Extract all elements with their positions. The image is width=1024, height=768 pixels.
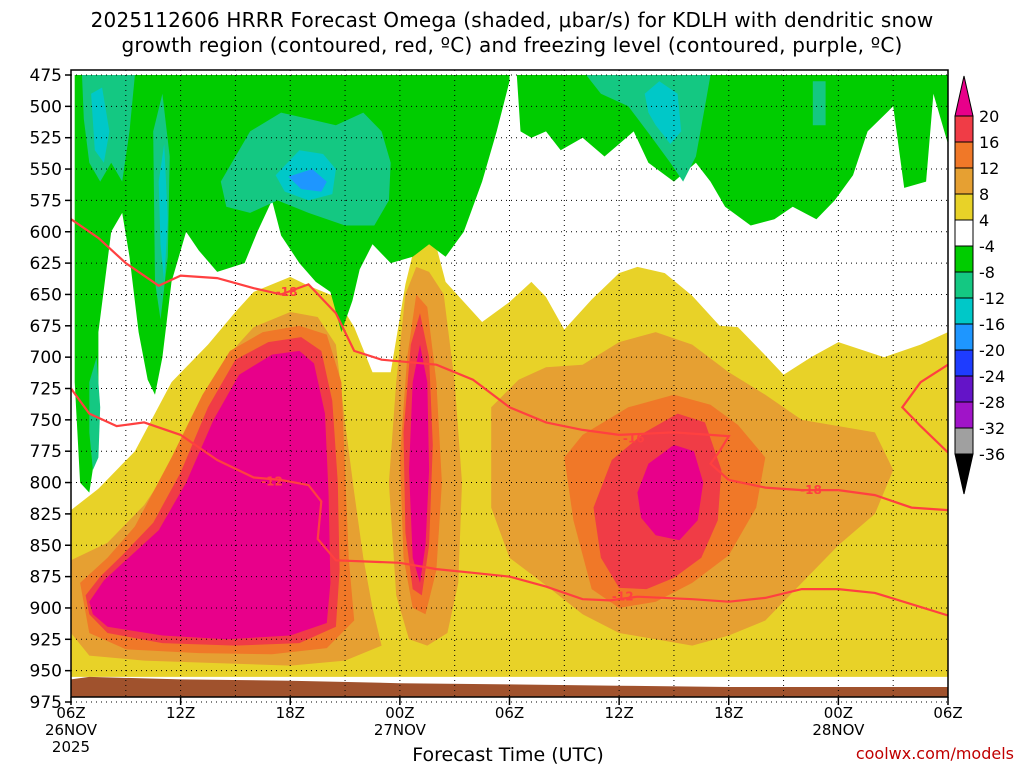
omega-region-11	[409, 344, 430, 583]
omega-region-12	[637, 444, 704, 541]
y-tick-label-900: 900	[30, 599, 62, 619]
colorbar-label-0: 20	[979, 107, 999, 126]
x-tick-year-0: 2025	[52, 738, 90, 756]
colorbar-label-8: -16	[979, 315, 1005, 334]
colorbar-label-7: -12	[979, 289, 1005, 308]
colorbar-label-3: 8	[979, 185, 989, 204]
colorbar-label-13: -36	[979, 445, 1005, 464]
x-tick-date-18: 27NOV	[374, 721, 427, 739]
y-tick-label-875: 875	[30, 568, 62, 588]
contour-line-5	[900, 363, 948, 454]
colorbar-label-5: -4	[979, 237, 995, 256]
omega-region-19	[89, 357, 101, 470]
omega-shading	[71, 75, 948, 677]
x-tick-label-48: 06Z	[933, 704, 962, 722]
colorbar-label-12: -32	[979, 419, 1005, 438]
omega-region-23	[644, 81, 682, 144]
contour-line-0	[71, 218, 948, 512]
colorbar-label-11: -28	[979, 393, 1005, 412]
y-tick-label-650: 650	[30, 285, 62, 305]
y-tick-label-600: 600	[30, 223, 62, 243]
colorbar-label-2: 12	[979, 159, 999, 178]
colorbar-segment-2	[954, 167, 974, 195]
y-tick-label-825: 825	[30, 505, 62, 525]
colorbar-segment-8	[954, 323, 974, 351]
y-tick-label-475: 475	[30, 66, 62, 86]
y-tick-label-550: 550	[30, 160, 62, 180]
x-tick-date-42: 28NOV	[812, 721, 865, 739]
x-tick-date-0: 26NOV	[45, 721, 98, 739]
contour-label-0: -18	[276, 285, 298, 299]
y-tick-label-775: 775	[30, 442, 62, 462]
omega-region-13	[74, 75, 510, 493]
x-tick-label-36: 18Z	[714, 704, 743, 722]
y-tick-label-725: 725	[30, 380, 62, 400]
colorbar-bottom-arrow	[954, 453, 974, 495]
colorbar-label-6: -8	[979, 263, 995, 282]
dendritic-contours: -18 -16 -18 -12 -12	[71, 218, 948, 617]
colorbar-label-9: -20	[979, 341, 1005, 360]
colorbar-segment-11	[954, 401, 974, 429]
y-tick-label-750: 750	[30, 411, 62, 431]
credit-text: coolwx.com/models	[855, 744, 1014, 763]
colorbar-segment-10	[954, 375, 974, 403]
omega-region-20	[91, 87, 110, 163]
y-tick-label-525: 525	[30, 129, 62, 149]
colorbar-label-4: 4	[979, 211, 989, 230]
colorbar-segment-12	[954, 427, 974, 455]
colorbar-label-10: -24	[979, 367, 1005, 386]
y-tick-label-700: 700	[30, 348, 62, 368]
terrain-shape	[71, 676, 948, 697]
colorbar-segment-3	[954, 193, 974, 221]
colorbar-segment-4	[954, 219, 974, 247]
y-tick-label-950: 950	[30, 662, 62, 682]
colorbar-segment-6	[954, 271, 974, 299]
x-tick-label-6: 12Z	[166, 704, 195, 722]
colorbar-segment-1	[954, 141, 974, 169]
colorbar: 20 16 12 8 4 -4 -8 -12 -16 -20 -24 -28 -32 -36	[954, 75, 1005, 495]
y-axis-ticks: 475 500 525 550 575 600 625 650 675 700 725 750 775 8…	[30, 66, 71, 713]
y-tick-label-575: 575	[30, 191, 62, 211]
omega-region-10	[89, 350, 331, 640]
colorbar-label-1: 16	[979, 133, 999, 152]
chart-title: 2025112606 HRRR Forecast Omega (shaded, …	[90, 8, 934, 57]
omega-region-25	[812, 81, 826, 126]
y-tick-label-625: 625	[30, 254, 62, 274]
contour-label-4: -12	[612, 590, 634, 604]
x-tick-label-12: 18Z	[276, 704, 305, 722]
y-tick-label-925: 925	[30, 630, 62, 650]
y-tick-label-800: 800	[30, 474, 62, 494]
contour-label-2: -18	[800, 483, 822, 497]
colorbar-segment-9	[954, 349, 974, 377]
colorbar-segment-0	[954, 115, 974, 143]
x-tick-label-24: 06Z	[495, 704, 524, 722]
y-tick-label-675: 675	[30, 317, 62, 337]
x-tick-label-18: 00Z	[385, 704, 414, 722]
y-tick-label-975: 975	[30, 693, 62, 713]
x-axis-label: Forecast Time (UTC)	[412, 744, 604, 766]
terrain-fill	[71, 676, 948, 697]
y-tick-label-850: 850	[30, 536, 62, 556]
omega-region-24	[288, 169, 327, 192]
contour-label-1: -16	[623, 432, 645, 446]
x-tick-label-42: 00Z	[824, 704, 853, 722]
omega-region-14	[516, 75, 948, 226]
grid-lines	[71, 70, 948, 703]
contour-label-3: -12	[261, 474, 283, 488]
x-tick-label-30: 12Z	[604, 704, 633, 722]
omega-region-21	[158, 144, 168, 282]
colorbar-segment-5	[954, 245, 974, 273]
y-tick-label-500: 500	[30, 97, 62, 117]
contour-line-3	[71, 387, 948, 617]
omega-region-18	[586, 75, 711, 182]
colorbar-top-arrow	[954, 75, 974, 117]
x-tick-label-0: 06Z	[56, 704, 85, 722]
colorbar-segment-7	[954, 297, 974, 325]
